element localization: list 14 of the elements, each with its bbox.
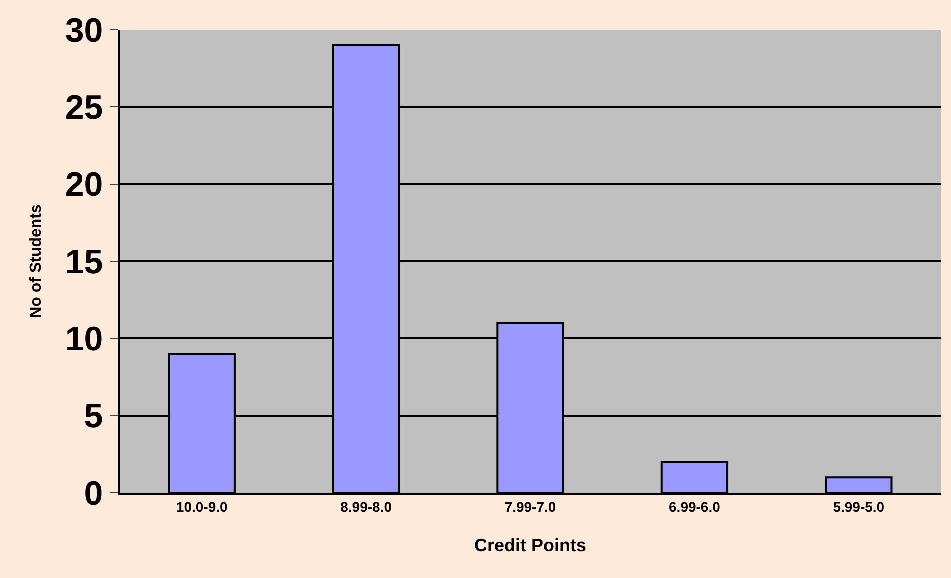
x-axis-title: Credit Points: [474, 535, 587, 556]
y-tick-label: 15: [65, 243, 104, 282]
y-tick-label: 25: [65, 89, 104, 128]
x-tick-label: 8.99-8.0: [340, 498, 392, 515]
y-tick-label: 30: [65, 12, 104, 50]
y-tick-label: 20: [65, 166, 104, 204]
y-tick-label: 10: [65, 320, 104, 359]
y-axis-title: No of Students: [28, 204, 45, 318]
x-tick-label: 5.99-5.0: [833, 498, 885, 515]
x-tick-label: 10.0-9.0: [176, 498, 228, 515]
y-tick-label: 0: [84, 474, 104, 513]
y-tick-label: 5: [84, 398, 104, 436]
x-tick-label: 6.99-6.0: [669, 498, 721, 515]
x-tick-label: 7.99-7.0: [504, 498, 556, 515]
